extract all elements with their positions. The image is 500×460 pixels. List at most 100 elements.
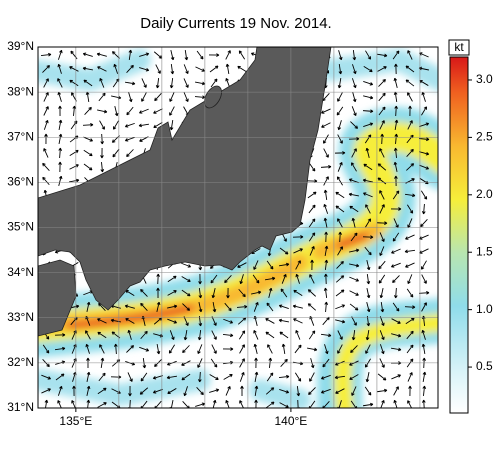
current-arrow [223,318,234,324]
current-arrow [54,333,66,337]
current-arrow [100,161,105,173]
current-arrow [418,291,430,295]
current-arrow [127,372,133,382]
current-arrow [324,273,328,285]
current-arrow [126,149,134,158]
current-arrow [184,49,189,61]
current-arrow [320,164,332,169]
current-arrow [254,385,259,397]
current-arrow [377,177,387,185]
current-arrow [42,344,50,354]
current-arrow [254,399,258,408]
current-arrow [376,221,388,225]
current-arrow [238,288,246,298]
current-arrow [419,151,430,156]
current-arrow [197,344,203,354]
current-arrow [393,287,398,299]
current-arrow [82,123,94,127]
current-arrow [379,120,385,130]
current-arrow [379,330,385,341]
current-arrow [97,387,107,395]
current-arrow [210,78,218,88]
current-arrow [351,148,357,158]
current-arrow [309,246,315,256]
current-arrow [98,372,106,382]
current-arrow [362,402,374,407]
current-arrow [211,344,217,354]
current-arrow [278,304,289,309]
current-arrow [194,95,206,100]
current-arrow [170,50,175,61]
current-arrow [83,149,93,157]
current-arrow [266,372,274,382]
current-arrow [420,219,428,228]
current-arrow [86,399,91,408]
current-arrow [336,176,343,186]
colorbar [449,56,469,414]
current-arrow [350,232,358,242]
current-arrow [421,329,426,340]
current-arrow [167,318,177,324]
current-arrow [337,246,343,256]
current-arrow [392,190,400,200]
land [38,47,332,337]
current-arrow [253,343,258,354]
sado-island [204,85,222,109]
current-arrow [362,235,374,239]
current-arrow [351,329,356,341]
current-arrow [324,259,329,271]
current-arrow [167,290,177,296]
current-arrow [380,301,385,313]
current-arrow [54,346,66,351]
current-arrow [404,305,416,309]
current-arrow [421,302,427,312]
current-arrow [211,288,216,299]
current-arrow [267,344,273,354]
current-arrow [169,119,174,131]
current-arrow [320,374,331,380]
current-arrow [307,303,317,311]
current-arrow [169,92,175,102]
current-arrow [393,147,398,159]
current-arrow [182,303,191,311]
current-arrow [378,274,386,284]
current-arrow [292,235,304,239]
current-arrow [156,273,160,285]
current-arrow [167,275,177,283]
current-arrow [422,385,427,397]
current-arrow [323,134,329,144]
honshu [38,47,332,311]
current-arrow [365,218,372,228]
current-arrow [139,346,150,352]
latitude-label: 37°N [7,129,34,143]
current-arrow [169,106,175,116]
current-arrow [338,63,343,75]
current-arrow [406,204,414,214]
current-arrow [405,65,415,73]
current-arrow [239,274,244,285]
current-arrow [421,106,428,116]
current-arrow [124,122,135,128]
current-arrow [69,178,80,183]
current-arrow [364,386,372,396]
current-arrow [264,276,276,281]
current-arrow [324,344,329,355]
current-arrow [97,331,107,339]
current-arrow [365,329,370,341]
current-arrow [376,53,388,58]
current-arrow [335,388,345,394]
current-arrow [295,273,300,284]
current-arrow [278,374,290,379]
current-arrow [41,374,51,380]
current-arrow [223,374,233,380]
current-arrow [335,289,345,297]
current-arrow [379,204,385,214]
latitude-label: 35°N [7,220,34,234]
current-arrow [268,287,273,298]
current-arrow [348,192,359,197]
current-arrow [365,204,371,214]
current-arrow [406,330,414,340]
current-arrow [156,301,161,312]
current-arrow [210,274,218,284]
current-arrow [308,162,316,172]
